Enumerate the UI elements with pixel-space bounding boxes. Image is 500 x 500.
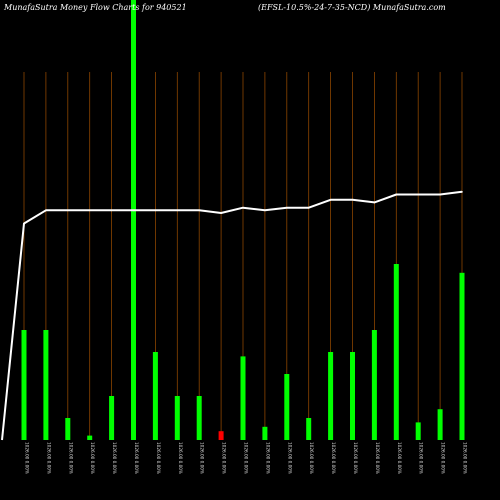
- money-flow-line-point: [198, 209, 200, 212]
- money-flow-bar: [306, 418, 312, 440]
- money-flow-bar: [284, 374, 290, 440]
- money-flow-line-point: [286, 206, 288, 209]
- x-tick-label: 1026.00 0.00%: [90, 442, 95, 474]
- money-flow-line-point: [132, 209, 135, 212]
- money-flow-line-point: [23, 222, 25, 225]
- x-tick-label: 1026.00 0.00%: [265, 442, 270, 474]
- money-flow-bar: [350, 352, 355, 440]
- money-flow-line-point: [220, 212, 222, 214]
- money-flow-line-point: [264, 209, 266, 212]
- x-tick-label: 1026.00 0.00%: [68, 442, 73, 474]
- money-flow-line-point: [417, 193, 420, 196]
- money-flow-bar: [43, 330, 49, 440]
- x-tick-label: 1026.00 0.00%: [287, 442, 292, 474]
- x-tick-label: 1026.00 0.00%: [178, 442, 183, 474]
- money-flow-line-point: [110, 209, 113, 212]
- chart-subtitle: (EFSL-10.5%-24-7-35-NCD) MunafaSutra.com: [258, 3, 446, 12]
- money-flow-line-point: [307, 206, 310, 209]
- x-tick-label: 1026.00 0.00%: [244, 442, 249, 474]
- money-flow-line-point: [373, 201, 376, 204]
- x-tick-label: 1026.00 0.00%: [25, 442, 30, 474]
- money-flow-line-point: [154, 209, 157, 212]
- x-tick-label: 1026.00 0.00%: [46, 442, 51, 474]
- x-tick-label: 1026.00 0.00%: [156, 442, 161, 474]
- bar-series: [21, 0, 465, 440]
- money-flow-bar: [87, 435, 93, 440]
- money-flow-bar: [109, 396, 115, 440]
- money-flow-line-point: [45, 209, 47, 212]
- x-tick-label: 1026.00 0.00%: [222, 442, 227, 474]
- money-flow-bar: [371, 330, 377, 440]
- money-flow-bar: [415, 422, 421, 440]
- x-tick-label: 1026.00 0.00%: [441, 442, 446, 474]
- money-flow-line-point: [329, 198, 332, 201]
- x-tick-label: 1026.00 0.00%: [353, 442, 358, 474]
- x-axis-tick-labels: 1026.00 0.00% 1026.00 0.00% 1026.00 0.00% 1…: [25, 442, 468, 474]
- money-flow-line-point: [242, 206, 244, 209]
- x-tick-label: 1026.00 0.00%: [463, 442, 468, 474]
- x-tick-label: 1026.00 0.00%: [309, 442, 314, 474]
- x-tick-label: 1026.00 0.00%: [397, 442, 402, 474]
- money-flow-bar: [65, 418, 71, 440]
- money-flow-bar: [328, 352, 334, 440]
- line-series: [1, 190, 463, 441]
- money-flow-line-point: [395, 193, 398, 196]
- x-tick-label: 1026.00 0.00%: [331, 442, 336, 474]
- money-flow-line-point: [67, 209, 69, 212]
- x-tick-label: 1026.00 0.00%: [419, 442, 424, 474]
- x-tick-label: 1026.00 0.00%: [134, 442, 139, 474]
- money-flow-line-point: [461, 191, 463, 193]
- money-flow-bar: [131, 0, 136, 440]
- money-flow-line-point: [351, 198, 354, 201]
- money-flow-line-point: [88, 209, 91, 212]
- x-tick-label: 1026.00 0.00%: [375, 442, 380, 474]
- money-flow-bar: [196, 396, 202, 440]
- money-flow-bar: [437, 409, 443, 440]
- money-flow-bar: [240, 356, 246, 440]
- money-flow-line-point: [176, 209, 179, 212]
- money-flow-bar: [21, 330, 27, 440]
- money-flow-bar: [459, 272, 465, 440]
- chart-title: MunafaSutra Money Flow Charts for 940521: [4, 3, 187, 12]
- money-flow-bar: [262, 426, 268, 440]
- money-flow-line: [1, 190, 463, 441]
- x-tick-label: 1026.00 0.00%: [112, 442, 117, 474]
- money-flow-bar: [218, 431, 224, 440]
- money-flow-line-point: [439, 193, 441, 196]
- money-flow-bar: [174, 396, 180, 440]
- x-tick-label: 1026.00 0.00%: [200, 442, 205, 474]
- money-flow-bar: [393, 264, 399, 440]
- money-flow-bar: [152, 352, 158, 440]
